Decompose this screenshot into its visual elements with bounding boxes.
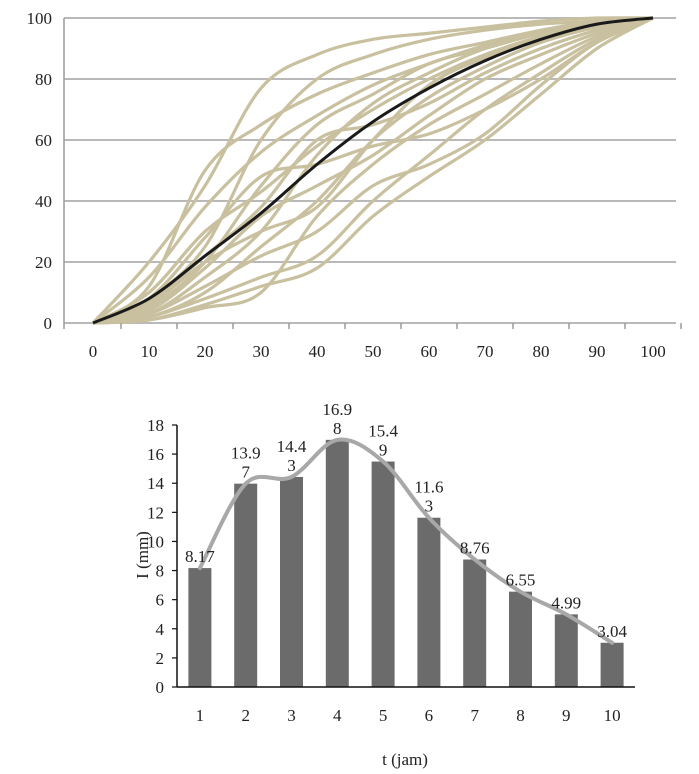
data-label: 3.04 [597, 622, 627, 641]
bar [600, 642, 624, 687]
y-tick-label: 14 [147, 474, 165, 493]
data-label: 4.99 [551, 593, 581, 612]
x-tick-label: 3 [287, 706, 296, 725]
data-label-line: 11.6 [414, 478, 443, 497]
bar [463, 559, 487, 687]
x-tick-label: 5 [379, 706, 388, 725]
sample-curve-line [92, 16, 654, 325]
x-tick-label: 50 [365, 342, 382, 361]
y-tick-label: 6 [156, 591, 165, 610]
data-label-line: 9 [379, 441, 388, 460]
sample-curve-line [92, 16, 654, 325]
y-tick-label: 12 [147, 503, 164, 522]
bar-chart-y-axis-label: I (mm) [133, 531, 152, 579]
y-tick-label: 0 [156, 678, 165, 697]
y-tick-label: 100 [27, 9, 53, 28]
y-tick-label: 8 [156, 562, 165, 581]
y-tick-label: 20 [35, 253, 52, 272]
x-tick-label: 2 [241, 706, 250, 725]
data-label-line: 3 [425, 497, 434, 516]
sample-curve-line [92, 16, 654, 325]
cumulative-curves-chart: 0 20 40 60 80 100 0 10 20 30 40 50 60 70 80 90 100 [27, 9, 682, 361]
x-tick-label: 7 [470, 706, 479, 725]
y-tick-label: 0 [44, 314, 53, 333]
y-tick-label: 18 [147, 416, 164, 435]
sample-curve-line [92, 16, 654, 325]
smooth-trend-line [197, 437, 615, 645]
data-label-line: 8 [333, 419, 342, 438]
data-label: 6.55 [506, 571, 536, 590]
y-tick-label: 40 [35, 192, 52, 211]
bar-chart-x-axis-label: t (jam) [382, 750, 428, 769]
y-tick-label: 60 [35, 131, 52, 150]
x-tick-label: 70 [477, 342, 494, 361]
data-label: 11.6 3 [414, 478, 443, 516]
bar [325, 439, 349, 687]
x-tick-label: 1 [196, 706, 205, 725]
bar [371, 461, 395, 687]
bar-chart-overlay-line [197, 437, 615, 645]
y-tick-label: 2 [156, 649, 165, 668]
top-chart-series [91, 16, 654, 325]
x-tick-label: 4 [333, 706, 342, 725]
sample-curve-line [92, 16, 654, 325]
data-label-line: 7 [241, 463, 250, 482]
data-label-line: 14.4 [277, 437, 307, 456]
bar [509, 591, 532, 687]
bar [188, 568, 212, 687]
data-label: 8.76 [460, 538, 490, 557]
data-label: 13.9 7 [231, 444, 261, 482]
mean-curve-line [92, 16, 654, 325]
x-tick-label: 10 [604, 706, 621, 725]
x-tick-label: 0 [89, 342, 98, 361]
y-tick-label: 10 [147, 532, 164, 551]
data-label: 16.9 8 [322, 400, 352, 438]
bar [234, 483, 258, 687]
bar [280, 476, 303, 687]
x-tick-label: 80 [533, 342, 550, 361]
x-tick-label: 100 [640, 342, 666, 361]
x-tick-label: 30 [253, 342, 270, 361]
x-tick-label: 20 [197, 342, 214, 361]
sample-curve-line [92, 16, 654, 325]
top-chart-gridlines [64, 17, 676, 324]
data-label: 14.4 3 [277, 437, 307, 475]
bar [417, 517, 441, 687]
top-chart-axes: 0 20 40 60 80 100 0 10 20 30 40 50 60 70 80 90 100 [27, 9, 682, 361]
data-label-line: 3 [287, 456, 296, 475]
x-tick-label: 8 [516, 706, 525, 725]
x-tick-label: 90 [589, 342, 606, 361]
data-label-line: 13.9 [231, 444, 261, 463]
y-tick-label: 16 [147, 445, 164, 464]
sample-curve-line [92, 16, 654, 325]
data-label-line: 16.9 [322, 400, 352, 419]
sample-curve-line [92, 16, 654, 325]
x-tick-label: 60 [421, 342, 438, 361]
bar-chart-bars [188, 439, 624, 687]
data-label: 8.17 [185, 547, 215, 566]
sample-curve-line [92, 16, 654, 325]
y-tick-label: 4 [156, 620, 165, 639]
y-tick-label: 80 [35, 70, 52, 89]
bar [554, 614, 578, 687]
sample-curve-line [92, 16, 654, 325]
data-label: 15.4 9 [368, 422, 398, 460]
x-tick-label: 6 [425, 706, 434, 725]
x-tick-label: 9 [562, 706, 571, 725]
x-tick-label: 10 [141, 342, 158, 361]
data-label-line: 15.4 [368, 422, 398, 441]
x-tick-label: 40 [309, 342, 326, 361]
